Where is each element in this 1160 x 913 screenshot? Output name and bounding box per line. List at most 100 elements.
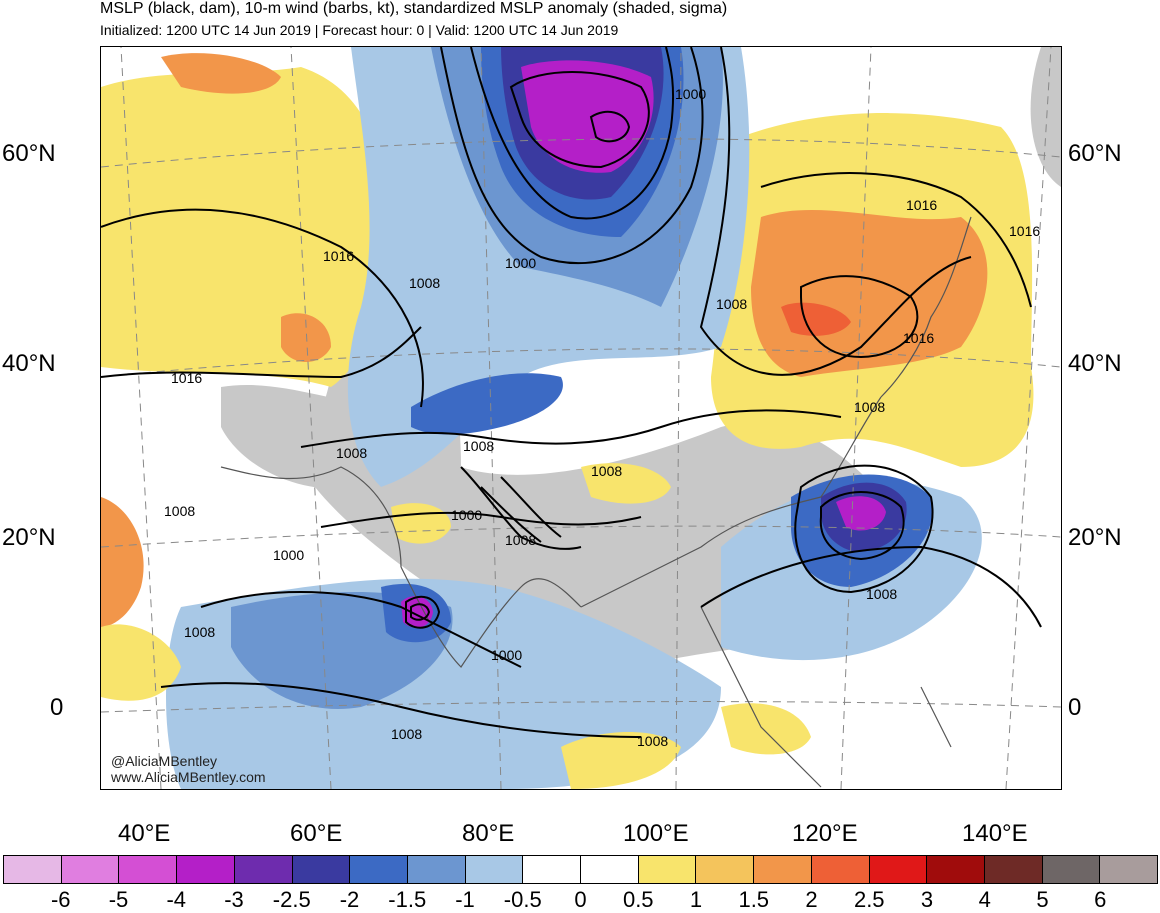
contour-label: 1008 [409, 275, 440, 291]
contour-label: 1000 [273, 547, 304, 563]
graticule [101, 47, 1061, 789]
colorbar-swatch [177, 856, 235, 883]
colorbar-swatch [581, 856, 639, 883]
shade-yellow-west [101, 624, 181, 701]
lat-label-0-right: 0 [1068, 694, 1082, 721]
colorbar-swatch [696, 856, 755, 883]
contour-label: 1008 [866, 586, 897, 602]
mslp-contours [101, 47, 1042, 738]
colorbar-tick-label: 1 [689, 887, 703, 912]
shade-yellow-europe [101, 67, 383, 387]
colorbar-tick-label: 2 [805, 887, 818, 912]
colorbar-swatch [465, 856, 524, 883]
colorbar-tick-label: 5 [1036, 887, 1049, 912]
contour-label: 1008 [391, 726, 422, 742]
contour-label: 1000 [505, 255, 536, 271]
lat-label-40n-left: 40°N [2, 350, 56, 377]
colorbar-swatch [984, 856, 1043, 883]
contour-label: 1008 [591, 463, 622, 479]
colorbar-swatch [754, 856, 812, 883]
lon-label-40e: 40°E [118, 820, 171, 847]
colorbar-swatch [1100, 856, 1158, 883]
map-panel: 1016 1008 1016 1008 1008 1000 1000 1016 … [100, 46, 1062, 790]
contour-label: 1016 [1009, 223, 1040, 239]
shade-yellow-indochina [721, 703, 811, 755]
credit-website: www.AliciaMBentley.com [111, 769, 266, 785]
colorbar-swatch [119, 856, 178, 883]
contour-label: 1008 [854, 399, 885, 415]
colorbar-tick-label: -0.5 [503, 887, 542, 912]
lat-label-60n-right: 60°N [1068, 140, 1122, 167]
contour-label: 1008 [716, 296, 747, 312]
contour-label: 1008 [463, 438, 494, 454]
shade-orange-europe [161, 53, 281, 94]
anomaly-shading [101, 47, 1061, 789]
lon-label-140e: 140°E [962, 820, 1028, 847]
contour-label: 1008 [336, 445, 367, 461]
shade-yellow-bay [561, 732, 681, 789]
contour-label-group: 1016 1008 1016 1008 1008 1000 1000 1016 … [164, 86, 1040, 749]
colorbar-swatch [869, 856, 928, 883]
contour-label: 1016 [171, 370, 202, 386]
colorbar-swatch [350, 856, 408, 883]
contour-label: 1008 [164, 503, 195, 519]
lon-label-80e: 80°E [462, 820, 515, 847]
shade-red-eastasia [781, 302, 851, 336]
lon-label-100e: 100°E [623, 820, 689, 847]
colorbar [3, 855, 1158, 884]
map-canvas: 1016 1008 1016 1008 1008 1000 1000 1016 … [101, 47, 1061, 789]
contour-label: 1000 [491, 647, 522, 663]
colorbar-tick-label: -1 [455, 887, 475, 912]
colorbar-swatch [811, 856, 870, 883]
map-title: MSLP (black, dam), 10-m wind (barbs, kt)… [100, 0, 728, 17]
contour-label: 1008 [184, 624, 215, 640]
shade-orange-west [101, 497, 144, 627]
contour-label: 1000 [451, 507, 482, 523]
colorbar-swatch [927, 856, 985, 883]
colorbar-tick-label: 2.5 [853, 887, 885, 912]
coastlines [220, 216, 972, 788]
shade-orange-russia [281, 313, 331, 362]
colorbar-swatch [61, 856, 120, 883]
lon-label-60e: 60°E [290, 820, 343, 847]
colorbar-tick-label: -6 [50, 887, 71, 912]
colorbar-tick-label: -2 [339, 887, 360, 912]
colorbar-swatch [234, 856, 293, 883]
contour-label: 1008 [505, 532, 536, 548]
colorbar-swatch [1042, 856, 1101, 883]
colorbar-swatch [523, 856, 582, 883]
shade-blue-central-band [411, 373, 563, 435]
shade-violet-arctic [521, 60, 654, 173]
colorbar-tick-label: -2.5 [272, 887, 311, 912]
lat-label-60n-left: 60°N [2, 140, 56, 167]
credit-handle: @AliciaMBentley [111, 753, 218, 769]
colorbar-swatch [638, 856, 697, 883]
contour-label: 1008 [637, 733, 668, 749]
colorbar-tick-label: 1.5 [738, 887, 770, 912]
contour-label: 1000 [675, 86, 706, 102]
colorbar-tick-label: -4 [166, 887, 187, 912]
shade-yellow-china [581, 463, 671, 504]
colorbar-swatch [4, 856, 62, 883]
lat-label-20n-left: 20°N [2, 524, 56, 551]
shade-violet-pacific [836, 496, 886, 531]
lat-label-40n-right: 40°N [1068, 350, 1122, 377]
colorbar-swatch [407, 856, 466, 883]
colorbar-tick-label: 6 [1094, 887, 1107, 912]
contour-label: 1016 [903, 330, 934, 346]
colorbar-tick-label: 0 [574, 887, 587, 912]
colorbar-tick-label: 3 [920, 887, 934, 912]
colorbar-swatch [292, 856, 351, 883]
contour-label: 1016 [323, 248, 354, 264]
colorbar-tick-label: 0.5 [622, 887, 654, 912]
lon-label-120e: 120°E [792, 820, 858, 847]
lat-label-20n-right: 20°N [1068, 524, 1122, 551]
contour-label: 1016 [906, 197, 937, 213]
colorbar-tick-label: -5 [108, 887, 129, 912]
colorbar-tick-label: 4 [978, 887, 991, 912]
lat-label-0-left: 0 [50, 694, 64, 721]
colorbar-tick-label: -3 [224, 887, 244, 912]
colorbar-tick-label: -1.5 [388, 887, 427, 912]
map-subtitle: Initialized: 1200 UTC 14 Jun 2019 | Fore… [100, 22, 619, 38]
shade-gray-east [1030, 47, 1061, 187]
